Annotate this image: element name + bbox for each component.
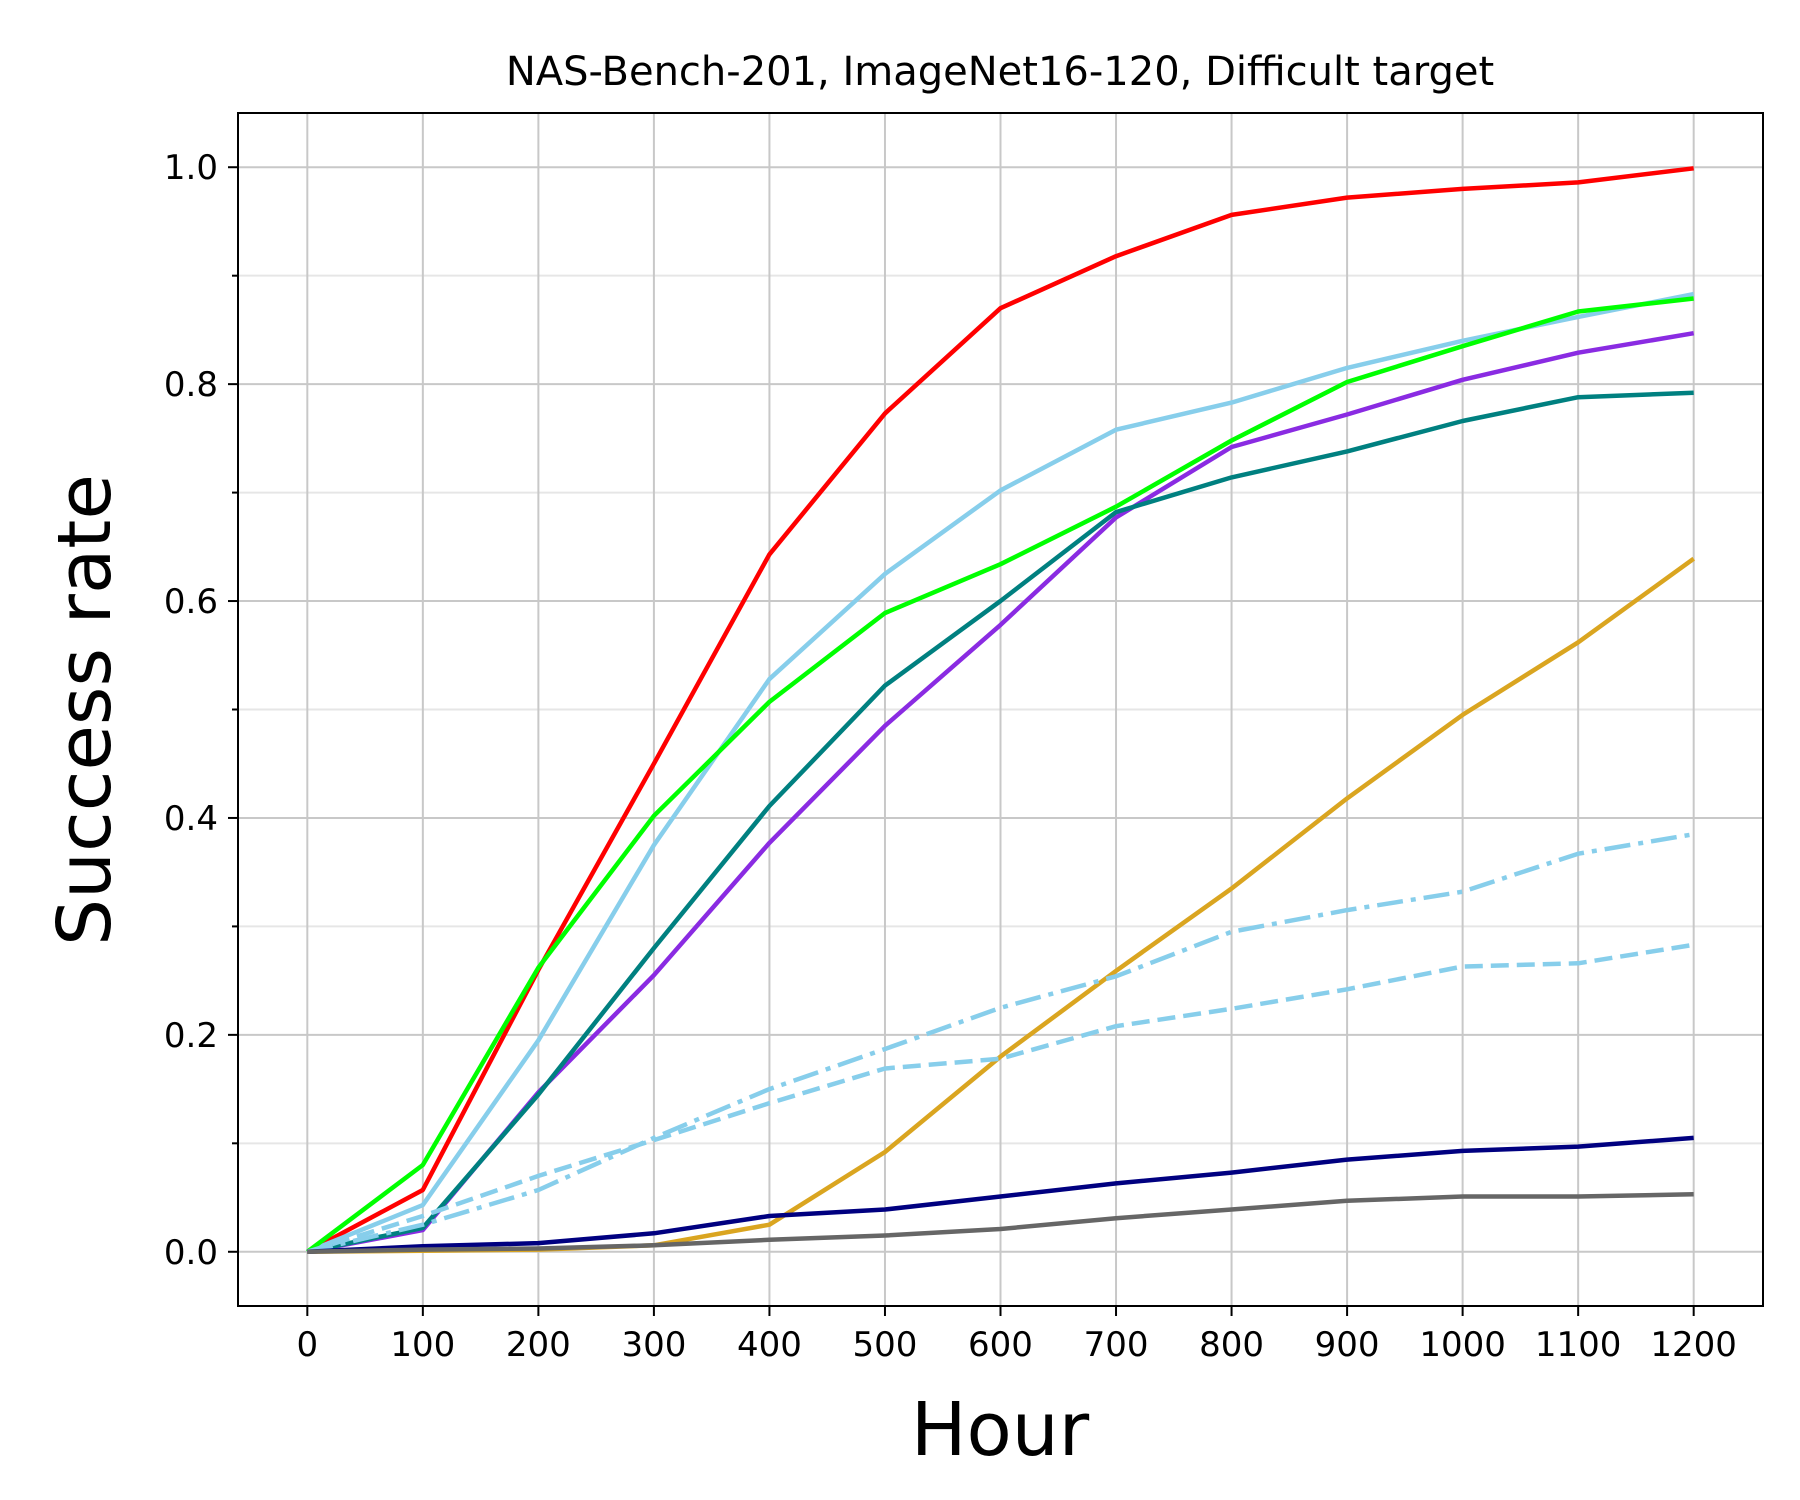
series-line-7	[306, 831, 1695, 1254]
series-group	[305, 166, 1696, 1255]
y-tick-label: 0.4	[164, 799, 218, 839]
x-tick-label: 1200	[1650, 1325, 1737, 1365]
x-tick-label: 100	[390, 1325, 455, 1365]
series-line-5	[306, 390, 1694, 1255]
x-tick-label: 0	[296, 1325, 318, 1365]
y-axis-label: Success rate	[42, 474, 128, 946]
series-line-10	[307, 1192, 1694, 1255]
x-tick-label: 1000	[1419, 1325, 1506, 1365]
x-tick-label: 900	[1315, 1325, 1380, 1365]
y-tick-label: 0.2	[164, 1016, 218, 1056]
series-line-9	[307, 1135, 1694, 1255]
x-tick-label: 800	[1199, 1325, 1264, 1365]
y-tick-label: 0.8	[164, 365, 218, 405]
x-tick-label: 500	[853, 1325, 918, 1365]
y-tick-label: 0.6	[164, 582, 218, 622]
series-line-8	[306, 942, 1695, 1254]
y-tick-label: 0.0	[164, 1233, 218, 1273]
x-tick-label: 600	[968, 1325, 1033, 1365]
x-tick-label: 400	[737, 1325, 802, 1365]
series-line-3	[305, 296, 1694, 1254]
x-axis-label: Hour	[911, 1387, 1090, 1473]
x-tick-label: 700	[1084, 1325, 1149, 1365]
x-tick-label: 1100	[1535, 1325, 1622, 1365]
x-tick-label: 300	[621, 1325, 686, 1365]
ticks: 0.0 0.2 0.4 0.6 0.8 1.0 0 100 200 300 400 500 600 700…	[164, 148, 1737, 1365]
chart-title: NAS-Bench-201, ImageNet16-120, Difficult…	[506, 49, 1494, 95]
y-tick-label: 1.0	[164, 148, 218, 188]
x-tick-label: 200	[506, 1325, 571, 1365]
series-line-2	[306, 291, 1695, 1254]
